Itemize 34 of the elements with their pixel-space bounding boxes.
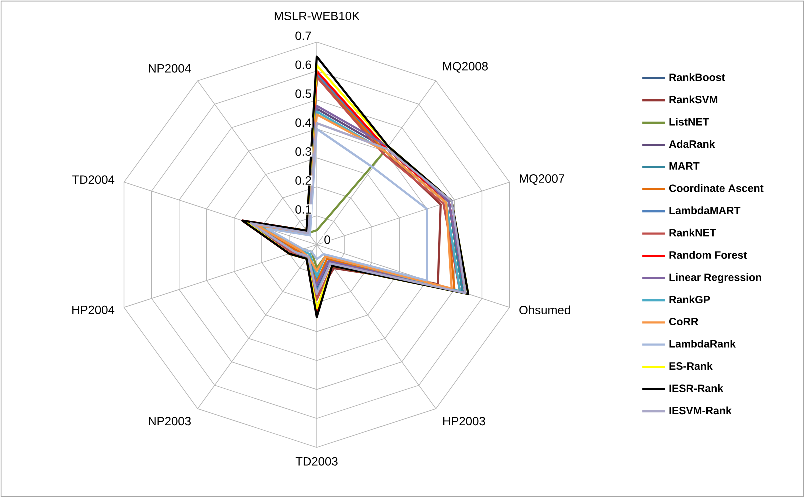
y-tick-label: 0.3 bbox=[296, 148, 312, 156]
legend-label: CoRR bbox=[669, 318, 698, 326]
legend-label: LambdaMART bbox=[670, 206, 741, 215]
spoke-label: MSLR-WEB10K bbox=[274, 12, 360, 20]
legend-label: RankBoost bbox=[670, 73, 726, 82]
y-tick-label: 0.6 bbox=[296, 60, 312, 70]
legend-label: IESR-Rank bbox=[670, 384, 724, 392]
legend-label: Random Forest bbox=[670, 251, 748, 260]
legend-label: RankNET bbox=[670, 228, 716, 237]
spoke-label: MQ2008 bbox=[443, 62, 488, 73]
legend-label: AdaRank bbox=[669, 140, 716, 148]
y-tick-label: 0.4 bbox=[296, 118, 312, 128]
legend-label: MART bbox=[670, 162, 700, 170]
legend-label: RankGP bbox=[670, 296, 710, 304]
legend-label: Coordinate Ascent bbox=[669, 184, 764, 192]
y-tick-label: 0 bbox=[324, 236, 330, 244]
spoke-label: Ohsumed bbox=[520, 306, 570, 315]
y-tick-label: 0.7 bbox=[296, 32, 312, 40]
spoke-label: NP2003 bbox=[149, 417, 191, 426]
legend-label: Linear Regression bbox=[670, 273, 762, 284]
legend-label: IESVM-Rank bbox=[670, 406, 732, 415]
legend-label: LambdaRank bbox=[670, 340, 736, 348]
legend-label: ListNET bbox=[670, 118, 710, 126]
spoke-label: TD2003 bbox=[296, 457, 338, 466]
spoke-label: NP2004 bbox=[149, 64, 192, 73]
y-tick-label: 0.1 bbox=[296, 205, 312, 214]
y-tick-label: 0.2 bbox=[296, 176, 312, 186]
spoke-label: MQ2007 bbox=[520, 174, 564, 186]
spoke-label: TD2004 bbox=[72, 176, 115, 184]
legend-label: RankSVM bbox=[670, 96, 718, 104]
spoke-label: HP2004 bbox=[72, 306, 115, 314]
y-tick-label: 0.5 bbox=[296, 90, 312, 98]
spoke-label: HP2003 bbox=[443, 417, 486, 426]
legend-label: ES-Rank bbox=[670, 362, 713, 370]
